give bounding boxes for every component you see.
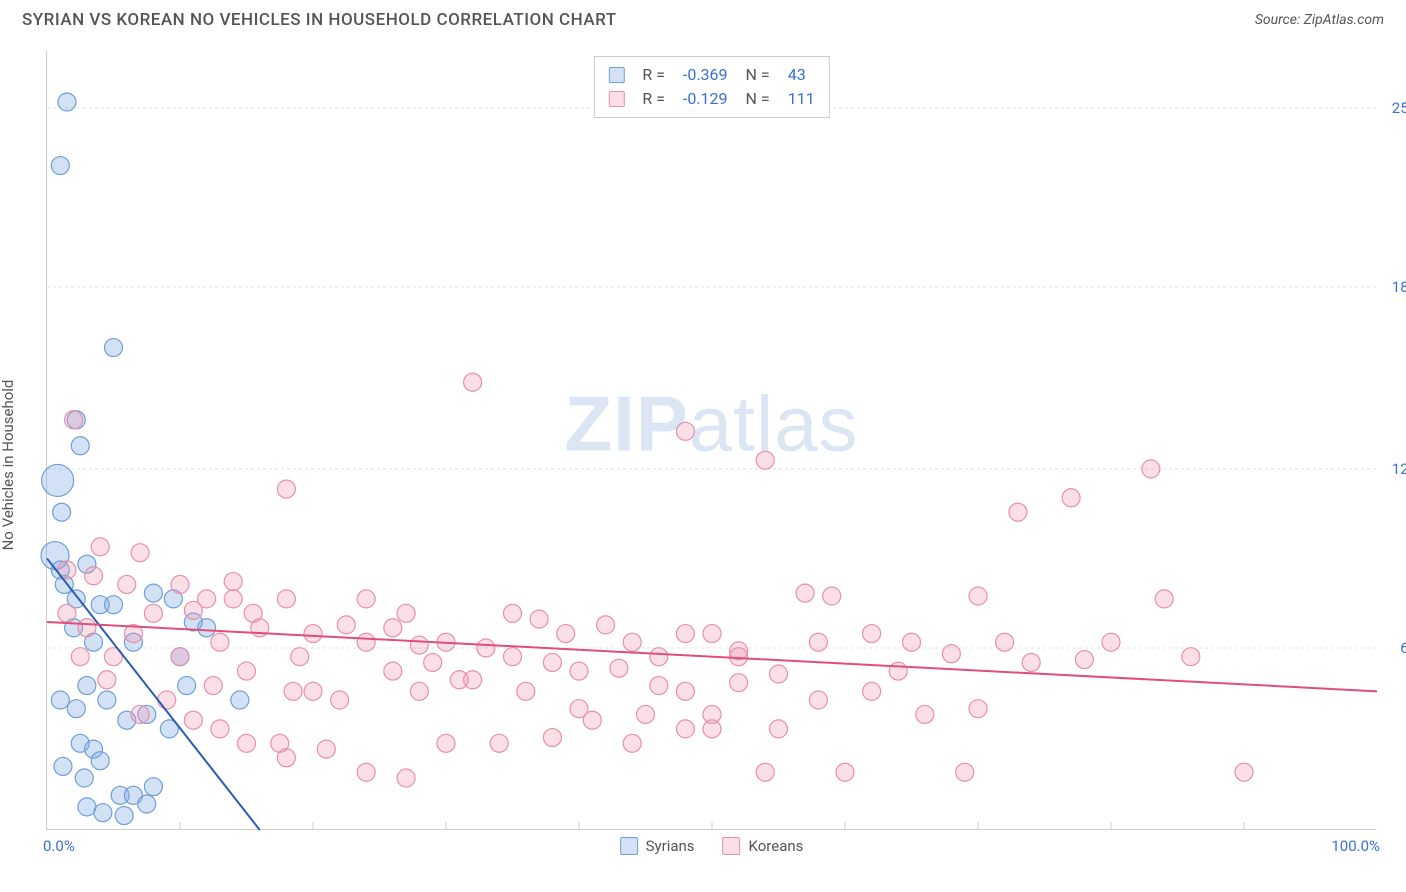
legend-item-koreans: Koreans [723, 837, 804, 855]
chart-title: SYRIAN VS KOREAN NO VEHICLES IN HOUSEHOL… [22, 10, 617, 30]
y-tick-label: 6.3% [1382, 639, 1406, 657]
n-value-syrians: 43 [788, 63, 806, 87]
source-label: Source: [1255, 12, 1300, 28]
stats-row-koreans: R = -0.129 N = 111 [608, 87, 814, 111]
legend-bottom: Syrians Koreans [620, 837, 804, 855]
n-value-koreans: 111 [788, 87, 815, 111]
scatter-svg [47, 50, 1376, 829]
n-label: N = [746, 87, 770, 111]
r-label: R = [642, 63, 665, 87]
swatch-koreans [723, 837, 741, 855]
stats-box: R = -0.369 N = 43 R = -0.129 N = 111 [593, 56, 829, 118]
legend-label-syrians: Syrians [646, 837, 695, 855]
source-name: ZipAtlas.com [1304, 12, 1384, 28]
x-min-label: 0.0% [43, 837, 75, 855]
source-attribution: Source: ZipAtlas.com [1255, 12, 1384, 28]
n-label: N = [746, 63, 770, 87]
y-tick-label: 25.0% [1382, 99, 1406, 117]
y-axis-label: No Vehicles in Household [0, 380, 17, 551]
legend-item-syrians: Syrians [620, 837, 695, 855]
r-value-koreans: -0.129 [683, 87, 728, 111]
x-max-label: 100.0% [1331, 837, 1380, 855]
swatch-syrians [620, 837, 638, 855]
legend-label-koreans: Koreans [749, 837, 804, 855]
y-tick-label: 18.8% [1382, 278, 1406, 296]
plot-area: ZIPatlas 6.3%12.5%18.8%25.0% 0.0% 100.0%… [46, 50, 1376, 830]
r-value-syrians: -0.369 [683, 63, 728, 87]
y-tick-label: 12.5% [1382, 460, 1406, 478]
stats-row-syrians: R = -0.369 N = 43 [608, 63, 814, 87]
stats-swatch-syrians [608, 67, 624, 83]
r-label: R = [642, 87, 665, 111]
stats-swatch-koreans [608, 91, 624, 107]
header: SYRIAN VS KOREAN NO VEHICLES IN HOUSEHOL… [0, 0, 1406, 40]
chart-container: No Vehicles in Household ZIPatlas 6.3%12… [0, 40, 1406, 890]
